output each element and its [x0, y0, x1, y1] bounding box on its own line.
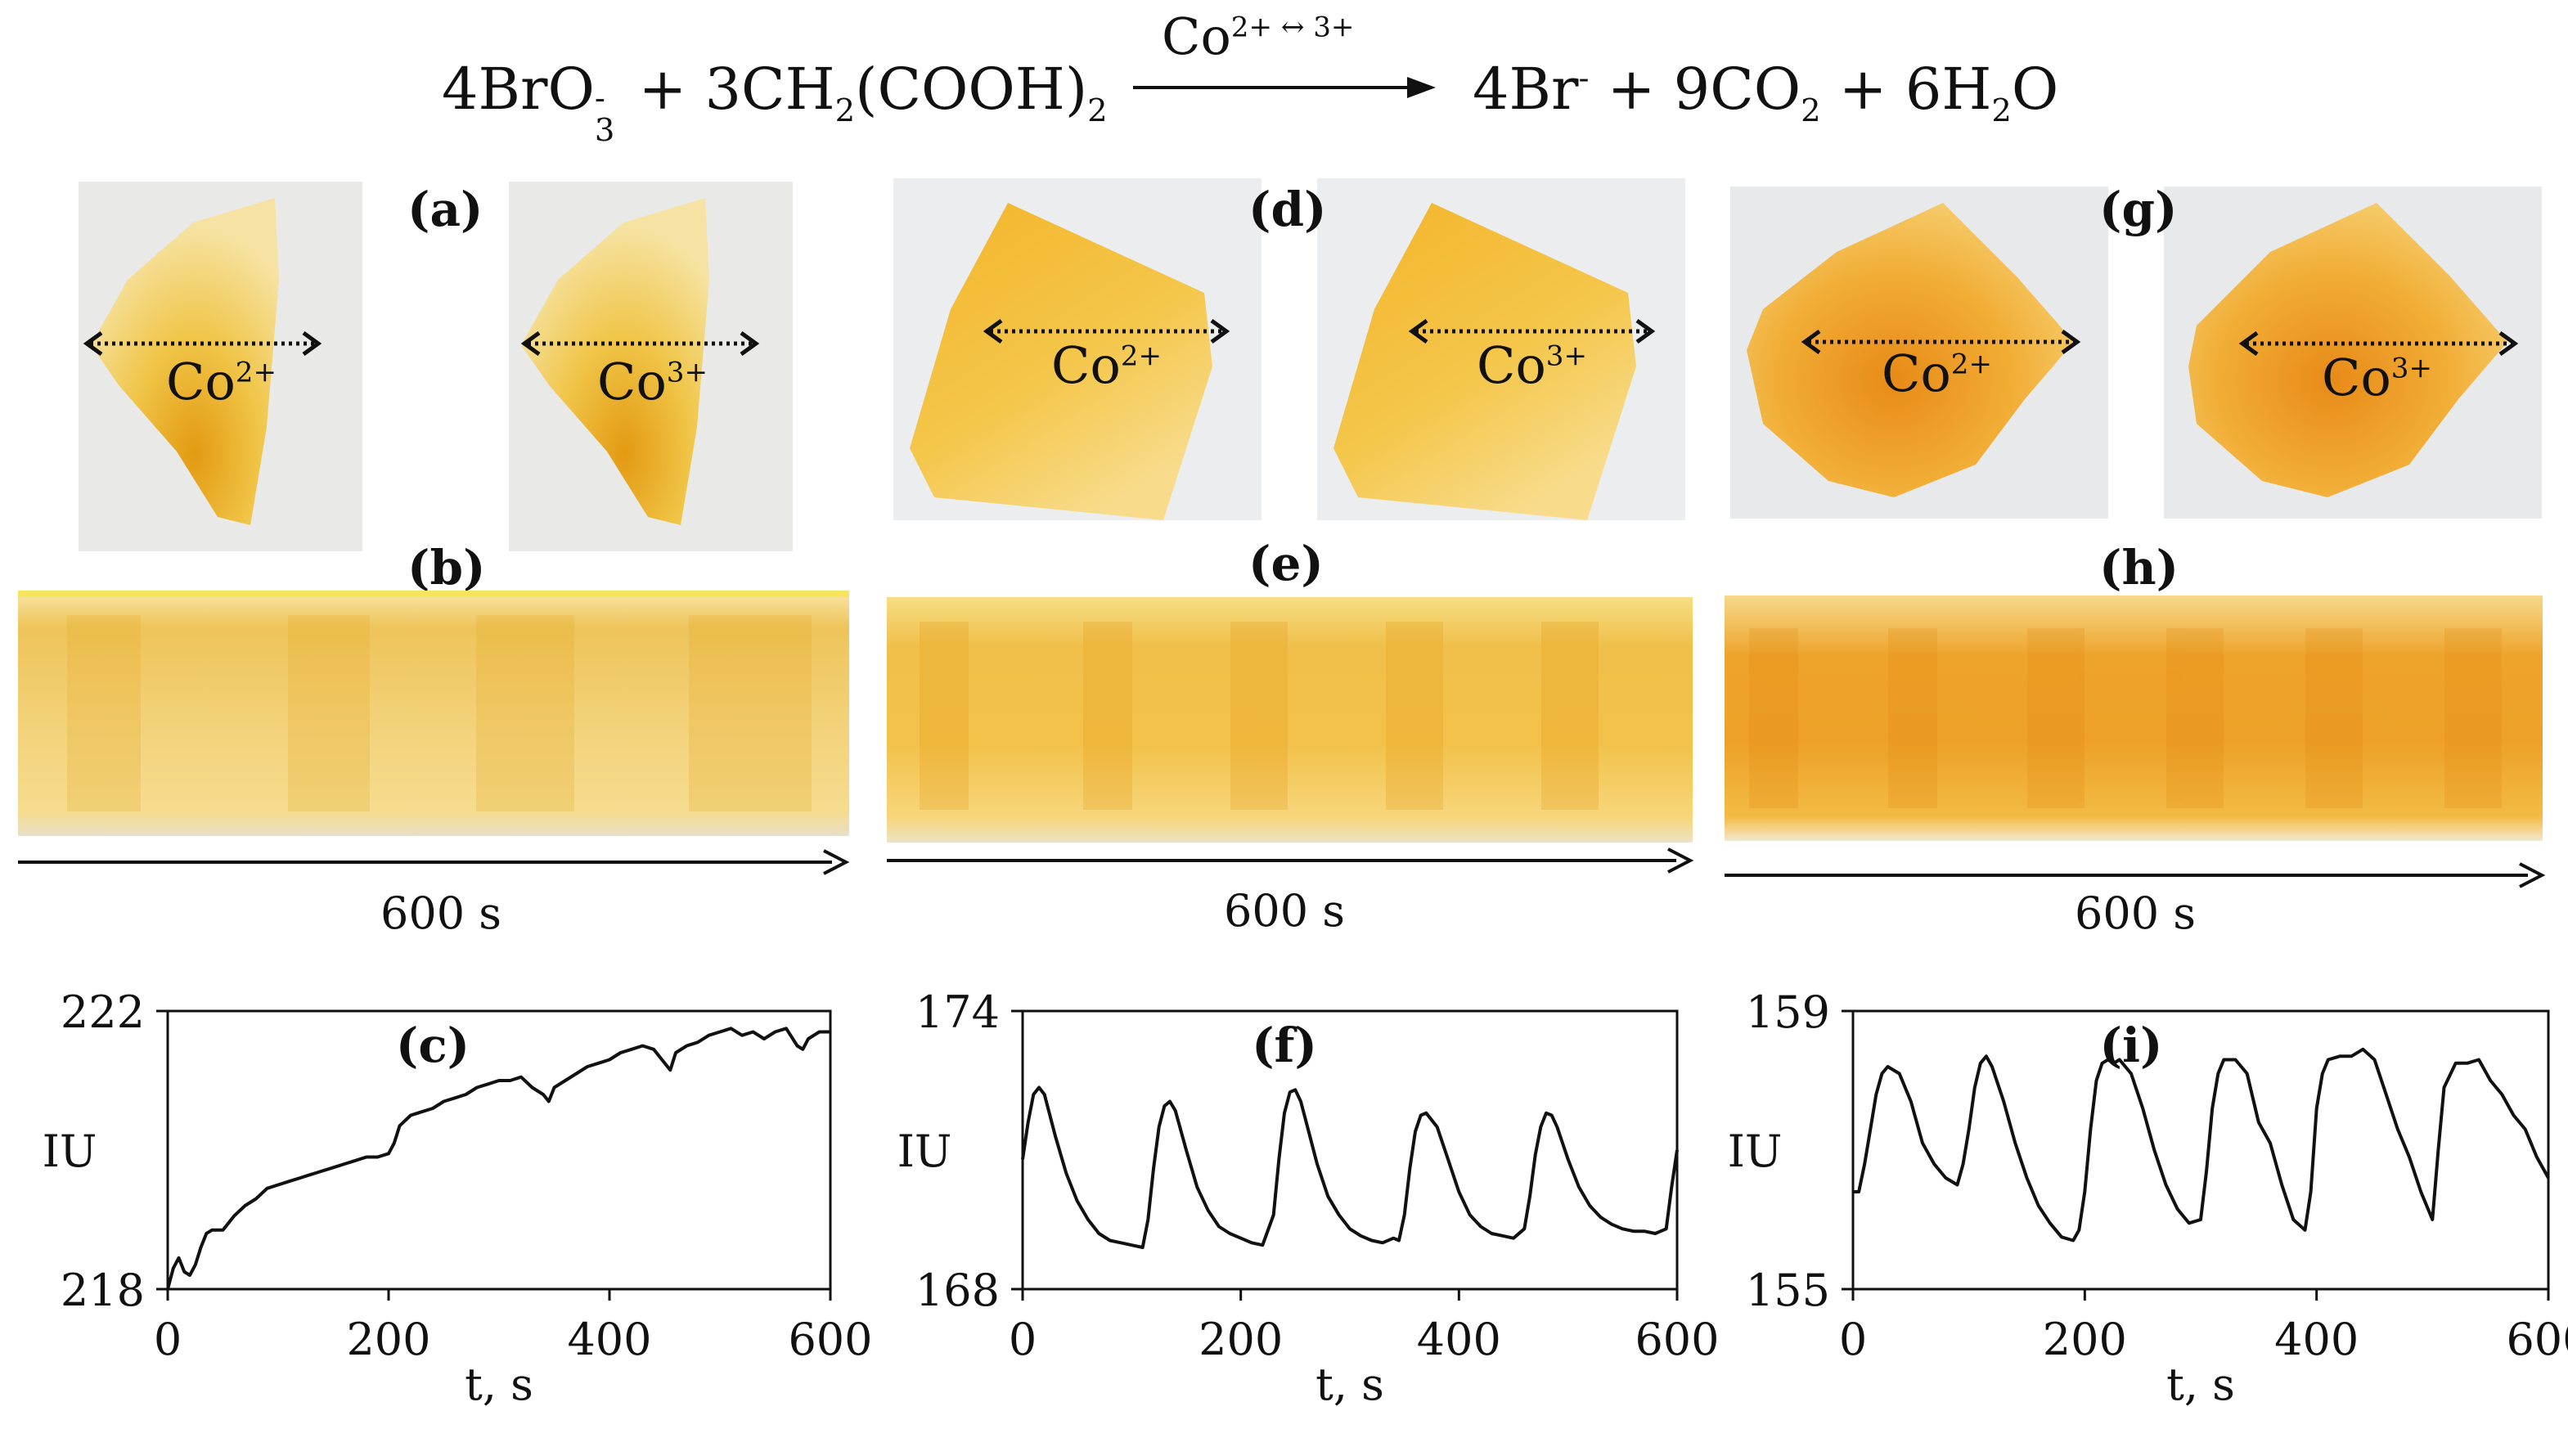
- y-tick-label: 168: [915, 1265, 1000, 1316]
- x-axis-label: t, s: [465, 1359, 533, 1410]
- catalyst-label: Co2+ ↔ 3+: [1162, 7, 1355, 66]
- series-line: [1021, 1085, 1679, 1249]
- x-tick-label: 0: [1009, 1314, 1037, 1365]
- reaction-arrow-icon: [1133, 77, 1436, 98]
- crystal-photo-g-co2: [1730, 186, 2108, 519]
- y-tick-label: 222: [61, 986, 145, 1038]
- bromide-term: 4Br-: [1473, 56, 1590, 123]
- ion-label-co2: Co2+: [1051, 335, 1163, 395]
- y-axis-label: IU: [43, 1126, 97, 1177]
- x-axis-label: t, s: [1315, 1359, 1384, 1410]
- x-tick-label: 600: [788, 1314, 872, 1365]
- crystal-photo-a-co3: [509, 182, 793, 551]
- crystal-photo-g-co3: [2164, 186, 2542, 519]
- x-tick-label: 0: [1839, 1314, 1867, 1365]
- y-tick-label: 155: [1746, 1265, 1830, 1316]
- x-tick-label: 600: [1635, 1314, 1719, 1365]
- panel-label-h: (h): [2099, 540, 2179, 595]
- panel-label-g: (g): [2099, 182, 2178, 237]
- reaction-reactants: 4BrO -3 + 3CH2(COOH)2: [442, 56, 1108, 149]
- ion-label-co3: Co3+: [1477, 335, 1588, 395]
- reaction-products: 4Br- + 9CO2 + 6H2O: [1473, 56, 2058, 129]
- width-double-arrow-icon: [520, 331, 760, 356]
- bromate-term: 4BrO -3: [442, 56, 615, 149]
- x-tick-label: 200: [1199, 1314, 1283, 1365]
- y-axis-label: IU: [897, 1126, 952, 1177]
- time-label-b: 600 s: [380, 888, 501, 939]
- water-term: 6H2O: [1905, 56, 2059, 129]
- width-double-arrow-icon: [2238, 331, 2519, 356]
- panel-label-b: (b): [407, 540, 486, 595]
- time-arrow-icon: [887, 847, 1694, 874]
- chart-c: 218 222 0 200 400 600 IU t, s (c): [43, 986, 873, 1410]
- chart-panel-label: (f): [1252, 1018, 1317, 1073]
- plus-sign: +: [1838, 56, 1887, 123]
- chart-f: 168 174 0 200 400 600 IU t, s (f): [897, 986, 1720, 1410]
- plot-frame: [1021, 1009, 1679, 1291]
- time-arrow-icon: [1725, 862, 2546, 888]
- chart-panel-label: (i): [2100, 1018, 2163, 1073]
- y-tick-label: 174: [915, 986, 1000, 1038]
- ion-label-co2: Co2+: [166, 352, 277, 411]
- panel-label-d: (d): [1248, 182, 1327, 237]
- series-line: [166, 1027, 830, 1290]
- ion-label-co3: Co3+: [2322, 348, 2433, 407]
- panel-label-e: (e): [1248, 536, 1324, 591]
- ion-label-co2: Co2+: [1882, 344, 1993, 403]
- plot-frame: [1851, 1009, 2550, 1291]
- y-tick-label: 218: [61, 1265, 145, 1316]
- width-double-arrow-icon: [1801, 330, 2081, 354]
- time-arrow-icon: [18, 849, 850, 875]
- width-double-arrow-icon: [983, 319, 1230, 344]
- x-axis-label: t, s: [2166, 1359, 2235, 1410]
- spacetime-strip-e: [887, 597, 1693, 843]
- malonic-acid-term: 3CH2(COOH)2: [704, 56, 1108, 129]
- width-double-arrow-icon: [83, 331, 322, 356]
- x-tick-label: 400: [1417, 1314, 1501, 1365]
- y-axis-label: IU: [1728, 1126, 1783, 1177]
- co2-term: 9CO2: [1673, 56, 1821, 129]
- x-tick-label: 600: [2506, 1314, 2568, 1365]
- x-tick-label: 0: [154, 1314, 182, 1365]
- spacetime-strip-b: [18, 591, 849, 836]
- chart-panel-label: (c): [396, 1018, 470, 1073]
- y-tick-label: 159: [1746, 986, 1830, 1038]
- chart-i: 155 159 0 200 400 600 IU t, s (i): [1728, 986, 2568, 1410]
- plus-sign: +: [1607, 56, 1656, 123]
- x-tick-label: 200: [346, 1314, 430, 1365]
- plot-frame: [166, 1009, 832, 1291]
- plus-sign: +: [638, 56, 687, 123]
- spacetime-strip-h: [1725, 595, 2543, 841]
- crystal-photo-d-co2: [893, 178, 1262, 520]
- x-tick-label: 400: [2274, 1314, 2359, 1365]
- x-tick-label: 400: [567, 1314, 651, 1365]
- time-label-h: 600 s: [2075, 888, 2196, 939]
- series-line: [1853, 1047, 2550, 1243]
- panel-label-a: (a): [407, 182, 483, 237]
- crystal-photo-d-co3: [1317, 178, 1685, 520]
- x-tick-label: 200: [2043, 1314, 2127, 1365]
- width-double-arrow-icon: [1408, 319, 1656, 344]
- ion-label-co3: Co3+: [597, 352, 708, 411]
- time-label-e: 600 s: [1224, 885, 1345, 937]
- crystal-photo-a-co2: [79, 182, 362, 551]
